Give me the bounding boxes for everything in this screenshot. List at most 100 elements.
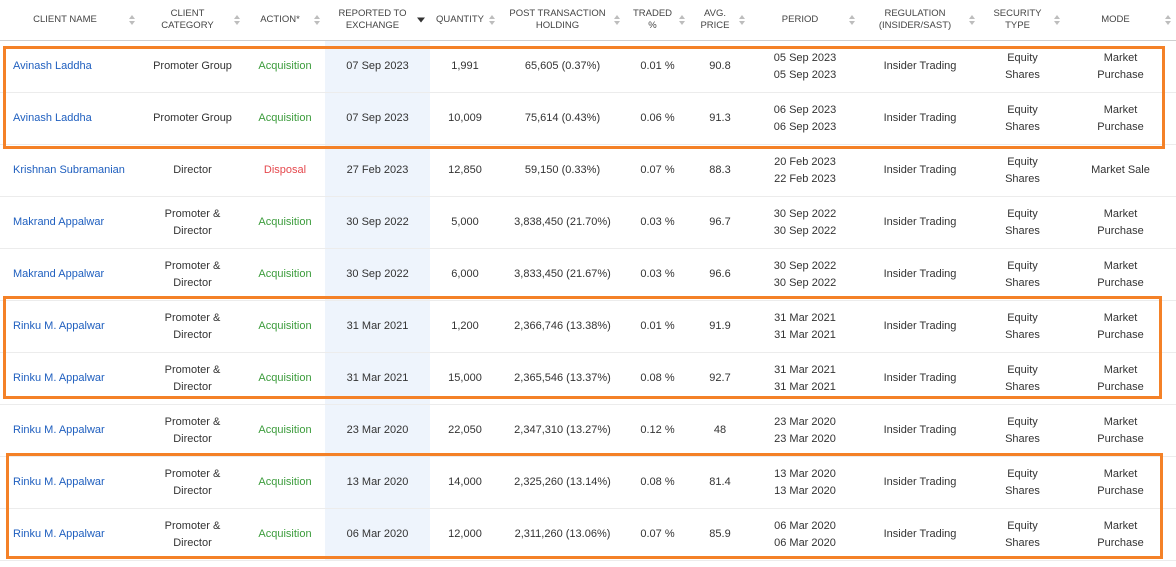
cell-security: Equity Shares	[980, 196, 1065, 249]
cell-avg-price: 92.7	[690, 352, 750, 405]
column-header-quantity[interactable]: QUANTITY	[430, 0, 500, 41]
cell-client-name[interactable]: Rinku M. Appalwar	[0, 300, 140, 353]
column-header-security[interactable]: SECURITY TYPE	[980, 0, 1065, 41]
cell-mode: Market Purchase	[1065, 456, 1176, 509]
column-header-period[interactable]: PERIOD	[750, 0, 860, 41]
sort-icon[interactable]	[489, 15, 495, 25]
cell-regulation: Insider Trading	[860, 248, 980, 301]
column-header-label: ACTION*	[260, 14, 300, 25]
cell-security: Equity Shares	[980, 248, 1065, 301]
cell-traded: 0.01 %	[625, 40, 690, 93]
cell-client-name[interactable]: Makrand Appalwar	[0, 196, 140, 249]
column-header-action[interactable]: ACTION*	[245, 0, 325, 41]
cell-client-category: Promoter & Director	[140, 248, 245, 301]
table-row: Rinku M. Appalwar Promoter & Director Acqui…	[0, 404, 1176, 457]
cell-reported: 06 Mar 2020	[325, 508, 430, 561]
cell-holding: 75,614 (0.43%)	[500, 92, 625, 145]
cell-regulation: Insider Trading	[860, 352, 980, 405]
cell-client-name[interactable]: Avinash Laddha	[0, 40, 140, 93]
cell-action: Acquisition	[245, 40, 325, 93]
sort-icon[interactable]	[314, 15, 320, 25]
cell-client-name[interactable]: Rinku M. Appalwar	[0, 352, 140, 405]
cell-regulation: Insider Trading	[860, 144, 980, 197]
cell-client-name[interactable]: Makrand Appalwar	[0, 248, 140, 301]
sort-icon[interactable]	[129, 15, 135, 25]
column-header-avg-price[interactable]: AVG. PRICE	[690, 0, 750, 41]
sort-icon[interactable]	[849, 15, 855, 25]
cell-security: Equity Shares	[980, 40, 1065, 93]
cell-regulation: Insider Trading	[860, 196, 980, 249]
cell-regulation: Insider Trading	[860, 404, 980, 457]
sort-icon[interactable]	[969, 15, 975, 25]
cell-regulation: Insider Trading	[860, 40, 980, 93]
cell-reported: 30 Sep 2022	[325, 248, 430, 301]
column-header-label: POST TRANSACTION HOLDING	[509, 8, 606, 31]
column-header-client-name[interactable]: CLIENT NAME	[0, 0, 140, 41]
table-row: Krishnan Subramanian Director Disposal 27 F…	[0, 144, 1176, 197]
cell-quantity: 5,000	[430, 196, 500, 249]
cell-traded: 0.12 %	[625, 404, 690, 457]
cell-client-name[interactable]: Rinku M. Appalwar	[0, 456, 140, 509]
cell-quantity: 22,050	[430, 404, 500, 457]
cell-regulation: Insider Trading	[860, 300, 980, 353]
cell-security: Equity Shares	[980, 144, 1065, 197]
column-header-traded[interactable]: TRADED %	[625, 0, 690, 41]
cell-period: 23 Mar 2020 23 Mar 2020	[750, 404, 860, 457]
cell-security: Equity Shares	[980, 92, 1065, 145]
cell-quantity: 15,000	[430, 352, 500, 405]
sort-icon[interactable]	[234, 15, 240, 25]
cell-traded: 0.08 %	[625, 456, 690, 509]
cell-client-category: Promoter & Director	[140, 456, 245, 509]
cell-client-name[interactable]: Rinku M. Appalwar	[0, 508, 140, 561]
sort-icon[interactable]	[679, 15, 685, 25]
cell-period: 06 Mar 2020 06 Mar 2020	[750, 508, 860, 561]
sort-icon[interactable]	[614, 15, 620, 25]
cell-client-name[interactable]: Rinku M. Appalwar	[0, 404, 140, 457]
cell-holding: 3,833,450 (21.67%)	[500, 248, 625, 301]
cell-reported: 23 Mar 2020	[325, 404, 430, 457]
sort-icon[interactable]	[1165, 15, 1171, 25]
column-header-label: QUANTITY	[435, 14, 485, 25]
table-header-row: CLIENT NAME CLIENT CATEGORY ACTION* REPORTE…	[0, 0, 1176, 41]
column-header-label: AVG. PRICE	[700, 8, 730, 31]
cell-security: Equity Shares	[980, 300, 1065, 353]
cell-traded: 0.03 %	[625, 196, 690, 249]
cell-mode: Market Purchase	[1065, 352, 1176, 405]
cell-avg-price: 81.4	[690, 456, 750, 509]
cell-period: 30 Sep 2022 30 Sep 2022	[750, 196, 860, 249]
column-header-mode[interactable]: MODE	[1065, 0, 1176, 41]
cell-action: Acquisition	[245, 352, 325, 405]
sort-icon[interactable]	[739, 15, 745, 25]
table-row: Avinash Laddha Promoter Group Acquisition 0…	[0, 40, 1176, 93]
cell-action: Acquisition	[245, 508, 325, 561]
cell-regulation: Insider Trading	[860, 456, 980, 509]
sort-icon[interactable]	[1054, 15, 1060, 25]
cell-action: Acquisition	[245, 248, 325, 301]
column-header-holding[interactable]: POST TRANSACTION HOLDING	[500, 0, 625, 41]
cell-client-name[interactable]: Krishnan Subramanian	[0, 144, 140, 197]
cell-avg-price: 91.9	[690, 300, 750, 353]
cell-period: 13 Mar 2020 13 Mar 2020	[750, 456, 860, 509]
cell-holding: 65,605 (0.37%)	[500, 40, 625, 93]
cell-security: Equity Shares	[980, 508, 1065, 561]
cell-client-category: Promoter & Director	[140, 508, 245, 561]
column-header-regulation[interactable]: REGULATION (INSIDER/SAST)	[860, 0, 980, 41]
column-header-label: REGULATION (INSIDER/SAST)	[878, 8, 952, 31]
cell-regulation: Insider Trading	[860, 508, 980, 561]
table-row: Rinku M. Appalwar Promoter & Director Acqui…	[0, 508, 1176, 561]
cell-client-name[interactable]: Avinash Laddha	[0, 92, 140, 145]
cell-period: 20 Feb 2023 22 Feb 2023	[750, 144, 860, 197]
cell-security: Equity Shares	[980, 352, 1065, 405]
column-header-label: CLIENT NAME	[33, 14, 97, 25]
column-header-reported[interactable]: REPORTED TO EXCHANGE	[325, 0, 430, 41]
column-header-label: MODE	[1101, 14, 1130, 25]
cell-traded: 0.01 %	[625, 300, 690, 353]
cell-mode: Market Purchase	[1065, 196, 1176, 249]
sort-desc-icon[interactable]	[417, 17, 425, 23]
table-row: Avinash Laddha Promoter Group Acquisition 0…	[0, 92, 1176, 145]
cell-quantity: 10,009	[430, 92, 500, 145]
column-header-client-category[interactable]: CLIENT CATEGORY	[140, 0, 245, 41]
cell-reported: 13 Mar 2020	[325, 456, 430, 509]
cell-mode: Market Purchase	[1065, 300, 1176, 353]
cell-quantity: 14,000	[430, 456, 500, 509]
